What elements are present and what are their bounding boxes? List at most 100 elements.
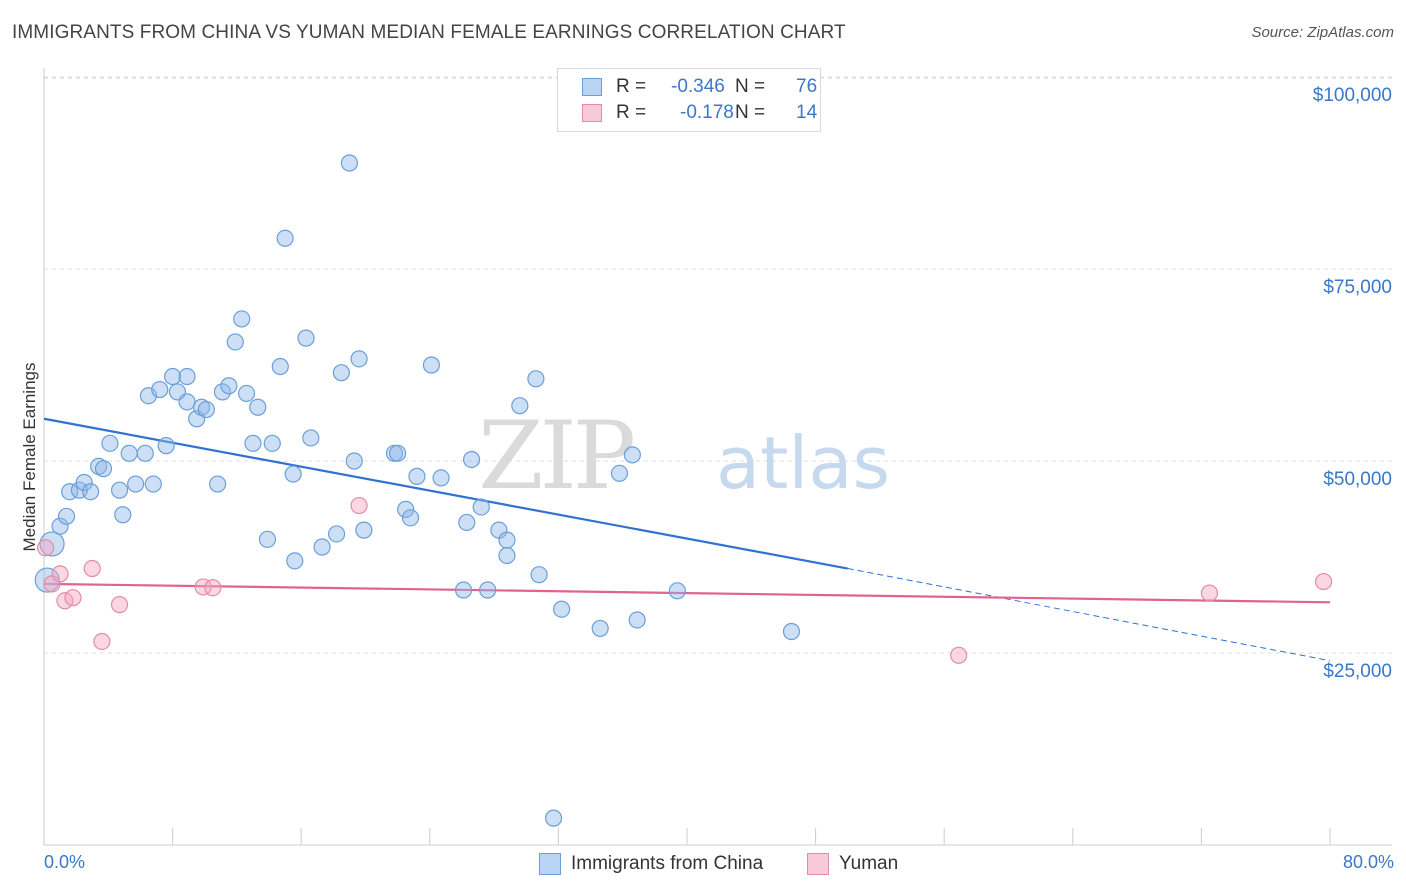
point-yuman [204, 579, 222, 597]
point-china [114, 506, 132, 524]
trend-line-china-extension [847, 568, 1331, 662]
point-china [144, 475, 162, 493]
point-china [454, 581, 473, 599]
point-china [120, 444, 138, 462]
point-china [157, 437, 175, 455]
trend-lines [43, 417, 1331, 662]
y-axis-title: Median Female Earnings [20, 362, 39, 552]
point-china [355, 521, 373, 539]
point-china [297, 329, 315, 347]
point-yuman [51, 565, 69, 583]
legend-n-label: N = [735, 76, 766, 97]
watermark: ZIP atlas [478, 402, 890, 511]
bottom-legend-swatch-china [539, 853, 561, 875]
watermark-zip: ZIP [478, 402, 632, 511]
point-china [244, 434, 262, 452]
y-tick-label: $25,000 [1323, 661, 1392, 682]
legend-n-value: 14 [796, 102, 818, 123]
legend-r-label: R = [616, 76, 647, 97]
point-china [101, 434, 119, 452]
point-china [782, 622, 801, 641]
legend-r-value: -0.178 [680, 102, 734, 123]
point-yuman [110, 596, 129, 614]
point-china [389, 444, 407, 462]
point-china [220, 377, 238, 395]
point-china [628, 611, 646, 629]
bottom-legend-label-yuman: Yuman [839, 853, 899, 874]
point-china [462, 450, 481, 469]
legend-swatch-yuman [582, 104, 602, 122]
point-yuman [64, 589, 82, 607]
point-china [263, 434, 281, 452]
legend-n-value: 76 [796, 76, 818, 97]
correlation-legend: R = -0.346 N = 76 R = -0.178 N = 14 [557, 68, 821, 132]
y-tick-label: $75,000 [1323, 277, 1392, 298]
point-china [213, 383, 232, 401]
point-china [75, 473, 93, 492]
point-china [313, 538, 331, 556]
point-yuman [37, 539, 55, 557]
x-tick-label-max: 80.0% [1342, 852, 1394, 872]
point-yuman [93, 632, 111, 651]
legend-swatch-china [582, 78, 602, 96]
x-tick-label-min: 0.0% [44, 852, 86, 872]
point-china [527, 370, 545, 388]
point-china [127, 475, 145, 493]
point-china [479, 581, 497, 599]
point-china [178, 367, 196, 386]
point-china [276, 229, 294, 247]
point-china [458, 513, 476, 532]
point-yuman [1200, 584, 1219, 602]
point-china [511, 397, 529, 415]
point-china [623, 446, 641, 464]
point-china [591, 619, 609, 638]
legend-r-label: R = [616, 102, 647, 123]
point-china [110, 481, 129, 499]
grid-lines [44, 76, 1392, 654]
point-china [408, 467, 426, 485]
point-china [233, 310, 251, 328]
point-china [249, 398, 267, 416]
watermark-atlas: atlas [716, 421, 890, 505]
point-china [401, 509, 420, 527]
trend-line-yuman [43, 582, 1331, 604]
point-china [286, 552, 304, 570]
point-yuman [350, 496, 368, 515]
trend-line-china [43, 417, 848, 570]
point-china [422, 356, 441, 374]
point-china [350, 350, 368, 368]
bottom-legend-label-china: Immigrants from China [571, 853, 764, 874]
bottom-legend-swatch-yuman [807, 853, 829, 875]
point-china [498, 531, 516, 549]
y-tick-label: $100,000 [1313, 85, 1392, 106]
point-china [544, 809, 563, 827]
point-china [57, 507, 76, 525]
point-china [197, 400, 215, 419]
point-china [51, 517, 69, 535]
point-china [82, 483, 100, 501]
point-china [610, 464, 629, 482]
point-china [136, 444, 154, 462]
chart-title: IMMIGRANTS FROM CHINA VS YUMAN MEDIAN FE… [12, 22, 846, 43]
point-china [432, 469, 450, 487]
point-china [302, 429, 320, 447]
source-label: Source: ZipAtlas.com [1251, 24, 1394, 41]
point-china [472, 498, 490, 516]
point-china [498, 546, 516, 565]
point-china [397, 500, 415, 518]
point-china [284, 465, 302, 483]
point-yuman [950, 646, 968, 664]
point-china [553, 600, 571, 618]
point-china [271, 357, 289, 376]
point-yuman [1314, 572, 1333, 591]
point-china [178, 393, 196, 411]
point-china [151, 380, 169, 399]
point-china [94, 460, 113, 478]
point-china [237, 384, 256, 403]
point-china [327, 525, 346, 543]
point-yuman [83, 559, 101, 578]
point-china [164, 367, 182, 386]
point-china [345, 452, 363, 470]
y-tick-labels: $25,000 $50,000 $75,000 $100,000 [1313, 85, 1392, 682]
